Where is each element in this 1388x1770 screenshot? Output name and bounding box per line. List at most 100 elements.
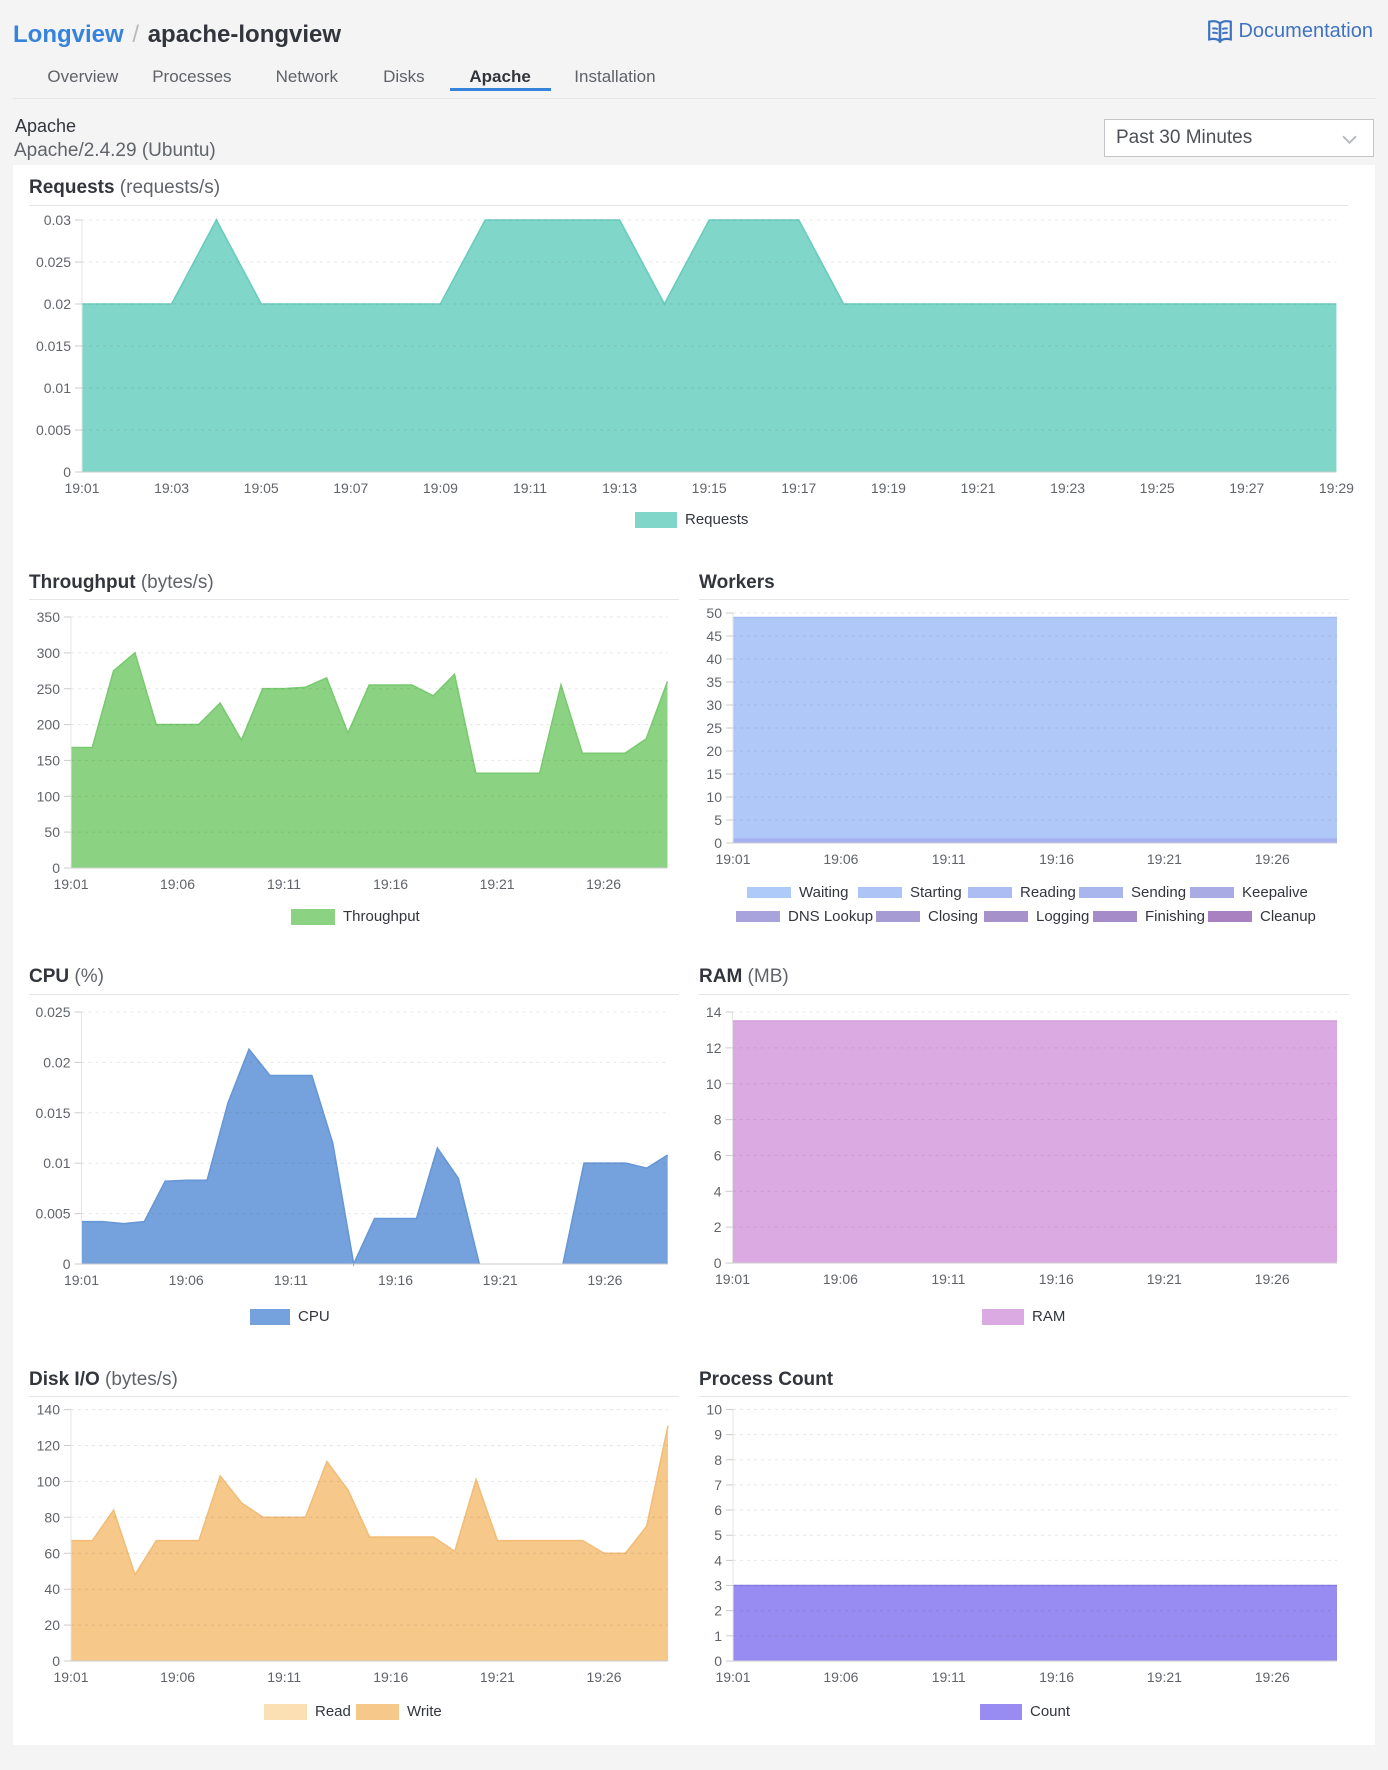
svg-text:5: 5 bbox=[714, 812, 722, 828]
svg-text:40: 40 bbox=[44, 1581, 60, 1597]
svg-text:6: 6 bbox=[714, 1148, 722, 1164]
svg-text:19:06: 19:06 bbox=[823, 851, 858, 867]
svg-text:80: 80 bbox=[44, 1509, 60, 1525]
svg-text:0.01: 0.01 bbox=[43, 1155, 70, 1171]
svg-text:30: 30 bbox=[706, 697, 722, 713]
svg-text:19:15: 19:15 bbox=[692, 480, 727, 496]
svg-text:19:21: 19:21 bbox=[1147, 1271, 1182, 1287]
svg-text:19:26: 19:26 bbox=[586, 1669, 621, 1685]
svg-text:4: 4 bbox=[714, 1183, 722, 1199]
svg-text:19:01: 19:01 bbox=[53, 1669, 88, 1685]
svg-text:120: 120 bbox=[37, 1438, 61, 1454]
svg-text:19:16: 19:16 bbox=[373, 1669, 408, 1685]
svg-text:100: 100 bbox=[37, 1474, 61, 1490]
svg-text:19:06: 19:06 bbox=[160, 1669, 195, 1685]
svg-text:19:06: 19:06 bbox=[823, 1669, 858, 1685]
svg-text:19:26: 19:26 bbox=[586, 876, 621, 892]
svg-text:250: 250 bbox=[37, 681, 61, 697]
svg-text:300: 300 bbox=[37, 645, 61, 661]
svg-text:19:11: 19:11 bbox=[267, 876, 301, 892]
svg-text:19:21: 19:21 bbox=[1147, 1669, 1182, 1685]
svg-text:19:01: 19:01 bbox=[53, 876, 88, 892]
svg-text:19:21: 19:21 bbox=[480, 876, 515, 892]
svg-text:19:23: 19:23 bbox=[1050, 480, 1085, 496]
svg-text:1: 1 bbox=[714, 1628, 722, 1644]
svg-text:0.02: 0.02 bbox=[43, 1054, 70, 1070]
svg-text:9: 9 bbox=[714, 1427, 722, 1443]
svg-text:14: 14 bbox=[706, 1004, 722, 1020]
svg-text:19:13: 19:13 bbox=[602, 480, 637, 496]
svg-text:19:11: 19:11 bbox=[932, 1669, 966, 1685]
svg-text:3: 3 bbox=[714, 1578, 722, 1594]
svg-text:10: 10 bbox=[706, 1076, 722, 1092]
svg-text:4: 4 bbox=[714, 1552, 722, 1568]
svg-text:19:27: 19:27 bbox=[1229, 480, 1264, 496]
svg-text:0: 0 bbox=[63, 464, 71, 480]
svg-text:19:21: 19:21 bbox=[960, 480, 995, 496]
svg-text:19:01: 19:01 bbox=[715, 1669, 750, 1685]
svg-text:7: 7 bbox=[714, 1477, 722, 1493]
svg-text:19:17: 19:17 bbox=[781, 480, 816, 496]
svg-text:0.005: 0.005 bbox=[36, 422, 71, 438]
svg-text:2: 2 bbox=[714, 1603, 722, 1619]
svg-text:19:16: 19:16 bbox=[378, 1272, 413, 1288]
svg-text:2: 2 bbox=[714, 1219, 722, 1235]
svg-text:20: 20 bbox=[44, 1617, 60, 1633]
svg-text:19:21: 19:21 bbox=[1147, 851, 1182, 867]
svg-text:19:26: 19:26 bbox=[1255, 851, 1290, 867]
svg-text:19:01: 19:01 bbox=[715, 851, 750, 867]
svg-text:19:11: 19:11 bbox=[274, 1272, 308, 1288]
svg-text:19:19: 19:19 bbox=[871, 480, 906, 496]
svg-text:8: 8 bbox=[714, 1452, 722, 1468]
svg-text:50: 50 bbox=[706, 605, 722, 621]
svg-text:0: 0 bbox=[63, 1256, 71, 1272]
svg-text:15: 15 bbox=[706, 766, 722, 782]
svg-text:350: 350 bbox=[37, 609, 61, 625]
svg-text:19:16: 19:16 bbox=[373, 876, 408, 892]
svg-text:25: 25 bbox=[706, 720, 722, 736]
svg-text:35: 35 bbox=[706, 674, 722, 690]
svg-text:0.025: 0.025 bbox=[35, 1004, 70, 1020]
svg-text:19:06: 19:06 bbox=[169, 1272, 204, 1288]
svg-text:0: 0 bbox=[714, 1255, 722, 1271]
svg-text:0.01: 0.01 bbox=[44, 380, 71, 396]
svg-text:19:01: 19:01 bbox=[715, 1271, 750, 1287]
svg-text:19:16: 19:16 bbox=[1039, 851, 1074, 867]
svg-text:19:25: 19:25 bbox=[1140, 480, 1175, 496]
svg-text:60: 60 bbox=[44, 1545, 60, 1561]
svg-text:45: 45 bbox=[706, 628, 722, 644]
svg-text:150: 150 bbox=[37, 753, 61, 769]
svg-text:0.02: 0.02 bbox=[44, 296, 71, 312]
svg-text:19:29: 19:29 bbox=[1319, 480, 1354, 496]
svg-text:200: 200 bbox=[37, 717, 61, 733]
svg-text:0.015: 0.015 bbox=[36, 338, 71, 354]
svg-text:19:01: 19:01 bbox=[64, 1272, 99, 1288]
svg-text:50: 50 bbox=[44, 824, 60, 840]
svg-text:19:09: 19:09 bbox=[423, 480, 458, 496]
svg-text:0: 0 bbox=[52, 860, 60, 876]
svg-text:19:11: 19:11 bbox=[932, 851, 966, 867]
svg-text:8: 8 bbox=[714, 1112, 722, 1128]
svg-text:10: 10 bbox=[706, 789, 722, 805]
svg-text:0: 0 bbox=[52, 1653, 60, 1669]
svg-text:20: 20 bbox=[706, 743, 722, 759]
svg-text:19:26: 19:26 bbox=[1255, 1271, 1290, 1287]
svg-text:0.03: 0.03 bbox=[44, 212, 71, 228]
svg-text:5: 5 bbox=[714, 1527, 722, 1543]
svg-text:19:26: 19:26 bbox=[587, 1272, 622, 1288]
svg-text:19:11: 19:11 bbox=[513, 480, 547, 496]
svg-text:19:06: 19:06 bbox=[823, 1271, 858, 1287]
svg-text:100: 100 bbox=[37, 788, 61, 804]
svg-text:19:16: 19:16 bbox=[1039, 1669, 1074, 1685]
svg-text:19:21: 19:21 bbox=[483, 1272, 518, 1288]
svg-text:0.015: 0.015 bbox=[35, 1105, 70, 1121]
svg-text:19:05: 19:05 bbox=[244, 480, 279, 496]
svg-text:0: 0 bbox=[714, 1653, 722, 1669]
svg-text:19:11: 19:11 bbox=[267, 1669, 301, 1685]
svg-text:140: 140 bbox=[37, 1402, 61, 1418]
svg-text:19:03: 19:03 bbox=[154, 480, 189, 496]
svg-text:19:06: 19:06 bbox=[160, 876, 195, 892]
svg-text:19:11: 19:11 bbox=[931, 1271, 965, 1287]
svg-text:0.005: 0.005 bbox=[35, 1206, 70, 1222]
svg-text:0: 0 bbox=[714, 835, 722, 851]
